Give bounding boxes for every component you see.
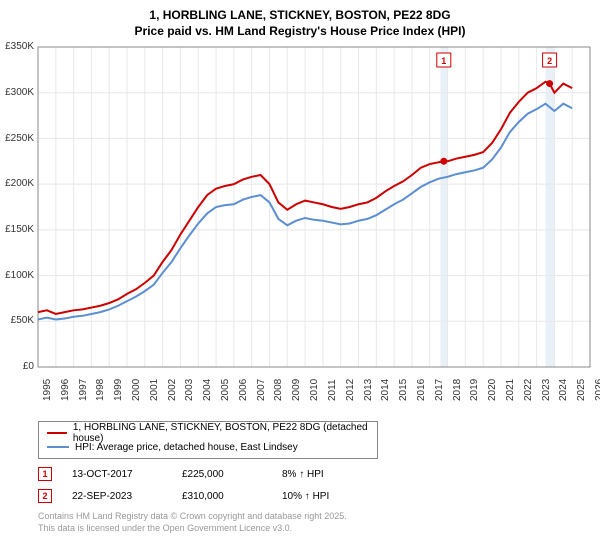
- y-tick-label: £0: [0, 361, 34, 372]
- x-tick-label: 2009: [291, 379, 302, 401]
- x-tick-label: 2014: [380, 379, 391, 401]
- y-tick-label: £50K: [0, 315, 34, 326]
- marker-label-text: 2: [547, 56, 552, 66]
- x-tick-label: 1999: [113, 379, 124, 401]
- title-line1: 1, HORBLING LANE, STICKNEY, BOSTON, PE22…: [8, 8, 592, 24]
- y-tick-label: £350K: [0, 41, 34, 52]
- x-tick-label: 2020: [487, 379, 498, 401]
- x-tick-label: 2010: [309, 379, 320, 401]
- chart-title: 1, HORBLING LANE, STICKNEY, BOSTON, PE22…: [8, 8, 592, 39]
- x-tick-label: 2013: [363, 379, 374, 401]
- x-tick-label: 2018: [452, 379, 463, 401]
- credits: Contains HM Land Registry data © Crown c…: [38, 511, 592, 534]
- y-tick-label: £250K: [0, 133, 34, 144]
- x-tick-label: 2022: [523, 379, 534, 401]
- marker-row-box: 1: [38, 467, 52, 481]
- x-tick-label: 2011: [327, 380, 338, 402]
- x-tick-label: 2017: [434, 379, 445, 401]
- container: 1, HORBLING LANE, STICKNEY, BOSTON, PE22…: [0, 0, 600, 560]
- marker-dot: [440, 158, 447, 165]
- chart-svg: 12: [8, 43, 592, 419]
- y-tick-label: £100K: [0, 270, 34, 281]
- x-tick-label: 1997: [78, 379, 89, 401]
- marker-table: 1 13-OCT-2017 £225,000 8% ↑ HPI 2 22-SEP…: [38, 463, 592, 507]
- marker-row-date: 13-OCT-2017: [72, 469, 162, 480]
- x-tick-label: 2007: [256, 379, 267, 401]
- marker-band: [545, 47, 554, 367]
- x-tick-label: 2019: [469, 379, 480, 401]
- marker-row: 1 13-OCT-2017 £225,000 8% ↑ HPI: [38, 463, 592, 485]
- legend-row-1: 1, HORBLING LANE, STICKNEY, BOSTON, PE22…: [47, 426, 369, 440]
- x-tick-label: 2006: [238, 379, 249, 401]
- x-tick-label: 2004: [202, 379, 213, 401]
- marker-row-pct: 8% ↑ HPI: [282, 469, 362, 480]
- marker-row: 2 22-SEP-2023 £310,000 10% ↑ HPI: [38, 485, 592, 507]
- x-tick-label: 2008: [273, 379, 284, 401]
- legend-text-2: HPI: Average price, detached house, East…: [75, 442, 298, 453]
- legend-line-2: [47, 446, 69, 448]
- y-tick-label: £200K: [0, 178, 34, 189]
- x-tick-label: 2015: [398, 379, 409, 401]
- chart-area: 12£0£50K£100K£150K£200K£250K£300K£350K19…: [8, 43, 592, 419]
- x-tick-label: 2026: [594, 379, 600, 401]
- legend: 1, HORBLING LANE, STICKNEY, BOSTON, PE22…: [38, 421, 378, 459]
- marker-label-text: 1: [441, 56, 446, 66]
- x-tick-label: 2021: [505, 379, 516, 401]
- plot-border: [38, 47, 590, 367]
- marker-row-pct: 10% ↑ HPI: [282, 491, 362, 502]
- marker-row-price: £310,000: [182, 491, 262, 502]
- y-tick-label: £300K: [0, 87, 34, 98]
- x-tick-label: 1998: [95, 379, 106, 401]
- marker-band: [440, 47, 447, 367]
- x-tick-label: 2012: [345, 379, 356, 401]
- x-tick-label: 1996: [60, 379, 71, 401]
- x-tick-label: 2000: [131, 379, 142, 401]
- credits-line2: This data is licensed under the Open Gov…: [38, 523, 592, 535]
- x-tick-label: 2016: [416, 379, 427, 401]
- x-tick-label: 2025: [576, 379, 587, 401]
- title-line2: Price paid vs. HM Land Registry's House …: [8, 24, 592, 40]
- marker-row-date: 22-SEP-2023: [72, 491, 162, 502]
- x-tick-label: 1995: [42, 379, 53, 401]
- credits-line1: Contains HM Land Registry data © Crown c…: [38, 511, 592, 523]
- x-tick-label: 2002: [167, 379, 178, 401]
- legend-line-1: [47, 432, 67, 434]
- y-tick-label: £150K: [0, 224, 34, 235]
- x-tick-label: 2005: [220, 379, 231, 401]
- x-tick-label: 2003: [184, 379, 195, 401]
- x-tick-label: 2024: [558, 379, 569, 401]
- marker-row-box: 2: [38, 489, 52, 503]
- marker-dot: [546, 80, 553, 87]
- x-tick-label: 2001: [149, 379, 160, 401]
- marker-row-price: £225,000: [182, 469, 262, 480]
- x-tick-label: 2023: [541, 379, 552, 401]
